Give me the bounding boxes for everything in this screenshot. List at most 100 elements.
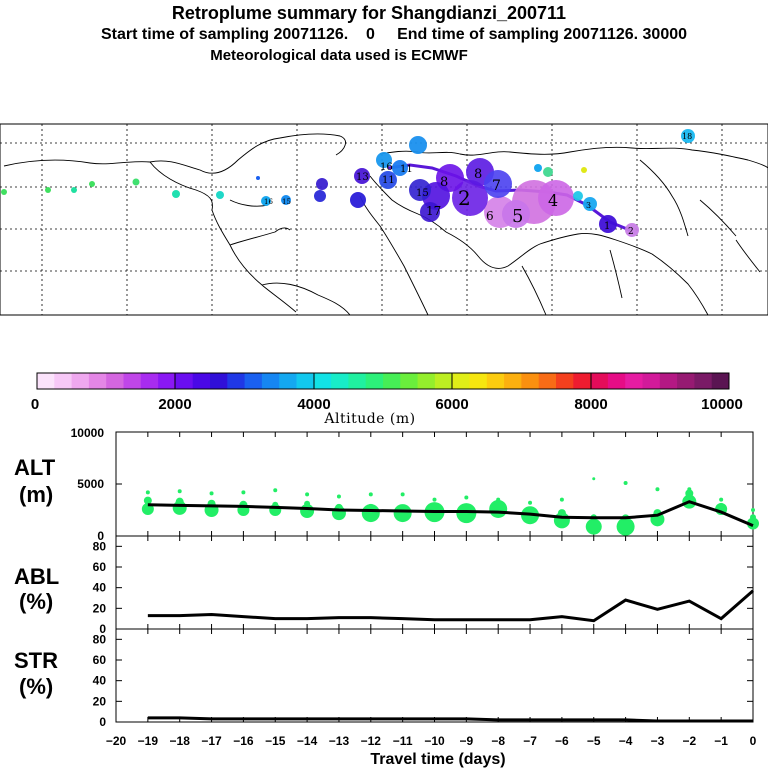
chart-title: Retroplume summary for Shangdianzi_20071… xyxy=(171,3,567,23)
x-tick-label: −16 xyxy=(233,734,254,748)
x-tick-label: −11 xyxy=(393,734,413,748)
altitude-point xyxy=(305,492,310,497)
x-tick-label: −8 xyxy=(491,734,505,748)
sampling-times: Start time of sampling 20071126. 0 End t… xyxy=(100,26,688,43)
x-tick-label: −10 xyxy=(424,734,445,748)
colorbar-cell xyxy=(642,373,661,389)
colorbar-cell xyxy=(469,373,488,389)
altitude-point xyxy=(623,480,628,485)
colorbar-cell xyxy=(71,373,90,389)
altitude-point xyxy=(493,499,504,510)
abl-series-line xyxy=(147,589,754,623)
altitude-point xyxy=(557,509,566,518)
colorbar-cell xyxy=(140,373,159,389)
colorbar-cell xyxy=(400,373,419,389)
altitude-point xyxy=(751,508,755,512)
colorbar-cell xyxy=(331,373,349,389)
x-tick-label: −19 xyxy=(138,734,159,748)
plume-clusters xyxy=(1,129,695,237)
map-label: 3 xyxy=(586,201,591,210)
colorbar-cell xyxy=(158,373,176,389)
map-label: 11 xyxy=(382,175,395,186)
altitude-point xyxy=(747,517,759,530)
x-tick-label: −17 xyxy=(201,734,222,748)
x-tick-label: −6 xyxy=(555,734,569,748)
altitude-point xyxy=(592,477,596,481)
map-label: 18 xyxy=(682,132,692,141)
colorbar-cell xyxy=(348,373,367,389)
altitude-point xyxy=(719,497,724,502)
x-tick-label: −18 xyxy=(170,734,191,748)
colorbar-tick: 2000 xyxy=(158,396,191,413)
colorbar-tick: 4000 xyxy=(297,396,330,413)
altitude-point xyxy=(559,497,564,502)
colorbar-cell xyxy=(556,373,574,389)
x-tick-label: −15 xyxy=(265,734,286,748)
abl-panel-unit: (%) xyxy=(19,589,53,614)
y-tick-label: 20 xyxy=(93,601,107,615)
map-label: 13 xyxy=(356,172,369,183)
altitude-point xyxy=(368,492,373,497)
map-label: 16 xyxy=(380,162,393,173)
altitude-point xyxy=(461,505,472,515)
altitude-point xyxy=(496,497,501,502)
str-series-line xyxy=(147,716,753,723)
colorbar-cell xyxy=(88,373,107,389)
y-tick-label: 40 xyxy=(93,581,107,595)
colorbar-tick: 0 xyxy=(31,396,39,413)
trajectory-map: 4 5 6 2 8 8 7 17 15 16 11 11 13 1 2 3 18… xyxy=(0,123,768,316)
colorbar-cell xyxy=(417,373,436,389)
map-label: 2 xyxy=(458,186,471,210)
y-tick-label: 40 xyxy=(93,674,107,688)
colorbar-label: Altitude (m) xyxy=(323,411,415,427)
colorbar-cell xyxy=(296,373,315,389)
alt-panel-unit: (m) xyxy=(19,482,53,507)
map-label: 1 xyxy=(604,221,610,232)
y-tick-label: 60 xyxy=(93,653,107,667)
y-tick-label: 20 xyxy=(93,694,107,708)
colorbar-cell xyxy=(538,373,557,389)
colorbar-cell xyxy=(677,373,695,389)
y-tick-label: 0 xyxy=(99,715,106,729)
x-axis-label: Travel time (days) xyxy=(370,751,505,768)
x-tick-label: −7 xyxy=(523,734,537,748)
altitude-point xyxy=(585,518,602,535)
str-panel-frame xyxy=(115,628,754,723)
altitude-point xyxy=(241,490,246,495)
map-label: 17 xyxy=(426,204,441,218)
altitude-point xyxy=(175,497,184,506)
map-label: 11 xyxy=(400,164,413,175)
altitude-point xyxy=(145,490,150,495)
map-label: 16 xyxy=(264,198,273,206)
altitude-colorbar: 0 2000 4000 6000 8000 10000 Altitude (m) xyxy=(31,372,743,427)
colorbar-cell xyxy=(590,373,609,389)
colorbar-cell xyxy=(607,373,626,389)
map-label: 15 xyxy=(416,188,429,199)
altitude-point xyxy=(143,496,152,505)
alt-ytick: 5000 xyxy=(77,477,104,491)
map-label: 7 xyxy=(492,178,501,194)
colorbar-cell xyxy=(659,373,678,389)
altitude-point xyxy=(528,500,533,505)
alt-ytick: 0 xyxy=(97,529,104,543)
altitude-point xyxy=(432,497,437,502)
x-tick-label: −20 xyxy=(106,734,127,748)
altitude-point xyxy=(718,502,725,509)
colorbar-cell xyxy=(175,373,194,389)
colorbar-cell xyxy=(521,373,540,389)
x-tick-label: −5 xyxy=(587,734,601,748)
altitude-point xyxy=(685,489,694,498)
altitude-point xyxy=(400,492,405,497)
x-tick-label: −4 xyxy=(619,734,633,748)
y-tick-label: 0 xyxy=(99,622,106,636)
alt-ytick: 10000 xyxy=(71,426,105,440)
colorbar-cell xyxy=(123,373,142,389)
colorbar-tick: 6000 xyxy=(435,396,468,413)
trajectory-day-labels: 4 5 6 2 8 8 7 17 15 16 11 11 13 1 2 3 18… xyxy=(264,132,692,237)
y-tick-label: 80 xyxy=(93,539,107,553)
x-tick-label: 0 xyxy=(750,734,757,748)
altitude-point xyxy=(177,489,182,494)
colorbar-cell xyxy=(452,373,470,389)
y-tick-label: 80 xyxy=(93,632,107,646)
x-tick-label: −9 xyxy=(460,734,474,748)
